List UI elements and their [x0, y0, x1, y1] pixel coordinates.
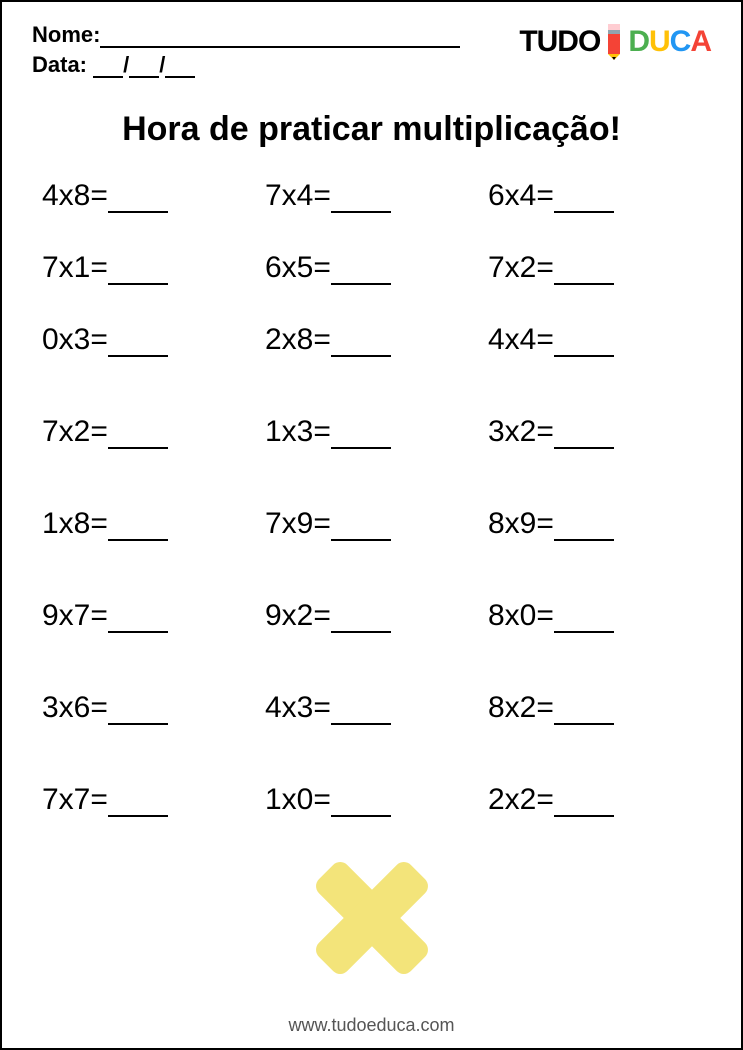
problem-text: 6x4= [488, 179, 554, 212]
problem-text: 8x0= [488, 599, 554, 632]
problem-text: 7x2= [42, 415, 108, 448]
problem-cell: 7x1= [42, 251, 255, 285]
answer-line[interactable] [108, 797, 168, 817]
answer-line[interactable] [331, 613, 391, 633]
problem-cell: 3x6= [42, 691, 255, 725]
date-label: Data: [32, 52, 87, 77]
header-left: Nome: Data: // [32, 22, 519, 82]
problem-text: 9x7= [42, 599, 108, 632]
answer-line[interactable] [554, 193, 614, 213]
problem-cell: 6x4= [488, 179, 701, 213]
answer-line[interactable] [331, 797, 391, 817]
problem-text: 7x4= [265, 179, 331, 212]
problem-text: 7x1= [42, 251, 108, 284]
problem-text: 1x3= [265, 415, 331, 448]
problem-text: 7x7= [42, 783, 108, 816]
problem-cell: 7x2= [42, 415, 255, 449]
problem-text: 6x5= [265, 251, 331, 284]
answer-line[interactable] [108, 613, 168, 633]
logo-letter-d: D [628, 25, 649, 58]
answer-line[interactable] [331, 705, 391, 725]
answer-line[interactable] [108, 429, 168, 449]
problem-text: 1x8= [42, 507, 108, 540]
answer-line[interactable] [331, 337, 391, 357]
footer-url: www.tudoeduca.com [2, 1015, 741, 1036]
date-row: Data: // [32, 52, 519, 78]
problem-cell: 0x3= [42, 323, 255, 357]
problem-cell: 4x8= [42, 179, 255, 213]
date-day-line[interactable] [93, 60, 123, 78]
answer-line[interactable] [554, 521, 614, 541]
answer-line[interactable] [554, 705, 614, 725]
problem-text: 9x2= [265, 599, 331, 632]
problem-text: 4x8= [42, 179, 108, 212]
problems-grid: 4x8= 7x4= 6x4= 7x1= 6x5= 7x2= 0x3= 2x8= … [32, 179, 711, 817]
multiply-icon [302, 848, 442, 988]
problem-cell: 3x2= [488, 415, 701, 449]
header: Nome: Data: // TUDO DUCA [32, 22, 711, 82]
problem-cell: 7x4= [265, 179, 478, 213]
logo-letter-c: C [670, 25, 691, 58]
answer-line[interactable] [554, 265, 614, 285]
answer-line[interactable] [554, 797, 614, 817]
answer-line[interactable] [554, 613, 614, 633]
problem-cell: 4x4= [488, 323, 701, 357]
problem-cell: 2x8= [265, 323, 478, 357]
problem-cell: 8x9= [488, 507, 701, 541]
answer-line[interactable] [331, 521, 391, 541]
answer-line[interactable] [554, 429, 614, 449]
problem-text: 3x6= [42, 691, 108, 724]
answer-line[interactable] [108, 265, 168, 285]
name-input-line[interactable] [100, 30, 460, 48]
logo-text-right: DUCA [628, 25, 711, 59]
problem-cell: 2x2= [488, 783, 701, 817]
problem-cell: 7x9= [265, 507, 478, 541]
date-year-line[interactable] [165, 60, 195, 78]
logo: TUDO DUCA [519, 22, 711, 60]
name-label: Nome: [32, 22, 100, 47]
problem-cell: 9x7= [42, 599, 255, 633]
problem-cell: 6x5= [265, 251, 478, 285]
name-row: Nome: [32, 22, 519, 48]
problem-text: 4x4= [488, 323, 554, 356]
logo-letter-u: U [649, 25, 670, 58]
problem-text: 2x8= [265, 323, 331, 356]
problem-cell: 8x0= [488, 599, 701, 633]
answer-line[interactable] [331, 265, 391, 285]
problem-text: 3x2= [488, 415, 554, 448]
problem-text: 7x2= [488, 251, 554, 284]
problem-cell: 1x8= [42, 507, 255, 541]
pencil-icon [602, 24, 626, 60]
problem-text: 8x9= [488, 507, 554, 540]
problem-text: 7x9= [265, 507, 331, 540]
problem-cell: 7x7= [42, 783, 255, 817]
problem-text: 8x2= [488, 691, 554, 724]
problem-text: 2x2= [488, 783, 554, 816]
answer-line[interactable] [331, 193, 391, 213]
worksheet-page: Nome: Data: // TUDO DUCA Ho [0, 0, 743, 1050]
answer-line[interactable] [554, 337, 614, 357]
logo-text-left: TUDO [519, 25, 600, 59]
answer-line[interactable] [331, 429, 391, 449]
answer-line[interactable] [108, 193, 168, 213]
problem-text: 0x3= [42, 323, 108, 356]
answer-line[interactable] [108, 337, 168, 357]
problem-cell: 4x3= [265, 691, 478, 725]
answer-line[interactable] [108, 705, 168, 725]
problem-cell: 1x3= [265, 415, 478, 449]
problem-text: 1x0= [265, 783, 331, 816]
page-title: Hora de praticar multiplicação! [32, 110, 711, 149]
problem-cell: 9x2= [265, 599, 478, 633]
logo-letter-a: A [690, 25, 711, 58]
problem-cell: 7x2= [488, 251, 701, 285]
problem-cell: 1x0= [265, 783, 478, 817]
problem-cell: 8x2= [488, 691, 701, 725]
answer-line[interactable] [108, 521, 168, 541]
date-month-line[interactable] [129, 60, 159, 78]
problem-text: 4x3= [265, 691, 331, 724]
